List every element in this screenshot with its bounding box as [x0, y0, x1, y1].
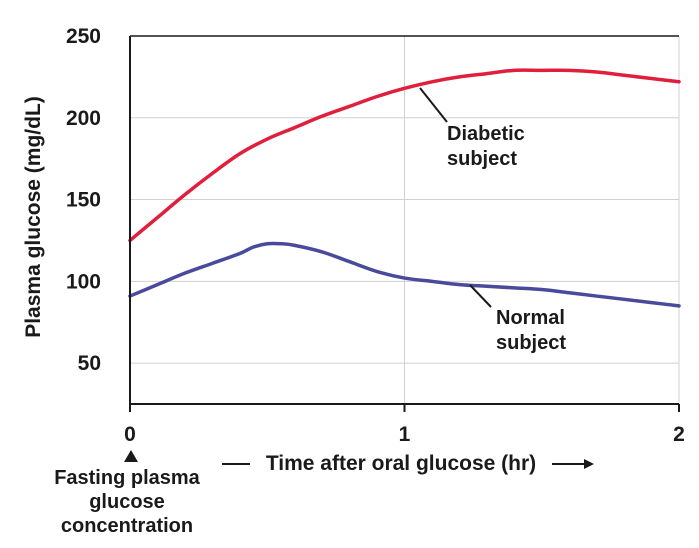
x-title-arrowhead	[584, 459, 594, 469]
x-tick-label: 0	[124, 423, 136, 446]
normal-label: Normal subject	[496, 307, 566, 354]
annotation-layer: Diabetic subject Normal subject Fasting plas…	[54, 87, 594, 537]
diabetic-series-line	[128, 68, 681, 243]
y-tick-label: 50	[78, 352, 101, 375]
y-tick-label: 200	[66, 107, 101, 130]
normal-series-line	[128, 241, 681, 308]
y-tick-label: 100	[66, 270, 101, 293]
y-axis-title: Plasma glucose (mg/dL)	[22, 96, 45, 338]
diabetic-leader-line	[419, 87, 448, 123]
series-layer	[128, 68, 681, 308]
y-tick-label: 150	[66, 189, 101, 212]
x-axis-title: Time after oral glucose (hr)	[266, 452, 536, 475]
diabetic-label: Diabetic subject	[447, 123, 525, 170]
fasting-marker-triangle	[124, 450, 138, 462]
fasting-label: Fasting plasma glucose concentration	[54, 467, 200, 537]
x-tick-label: 1	[399, 423, 411, 446]
axis-layer: 50 100 150 200 250 0 1 2	[66, 25, 685, 446]
grid-layer	[129, 35, 680, 404]
y-tick-label: 250	[66, 25, 101, 48]
normal-leader-line	[469, 284, 492, 308]
x-tick-label: 2	[673, 423, 685, 446]
